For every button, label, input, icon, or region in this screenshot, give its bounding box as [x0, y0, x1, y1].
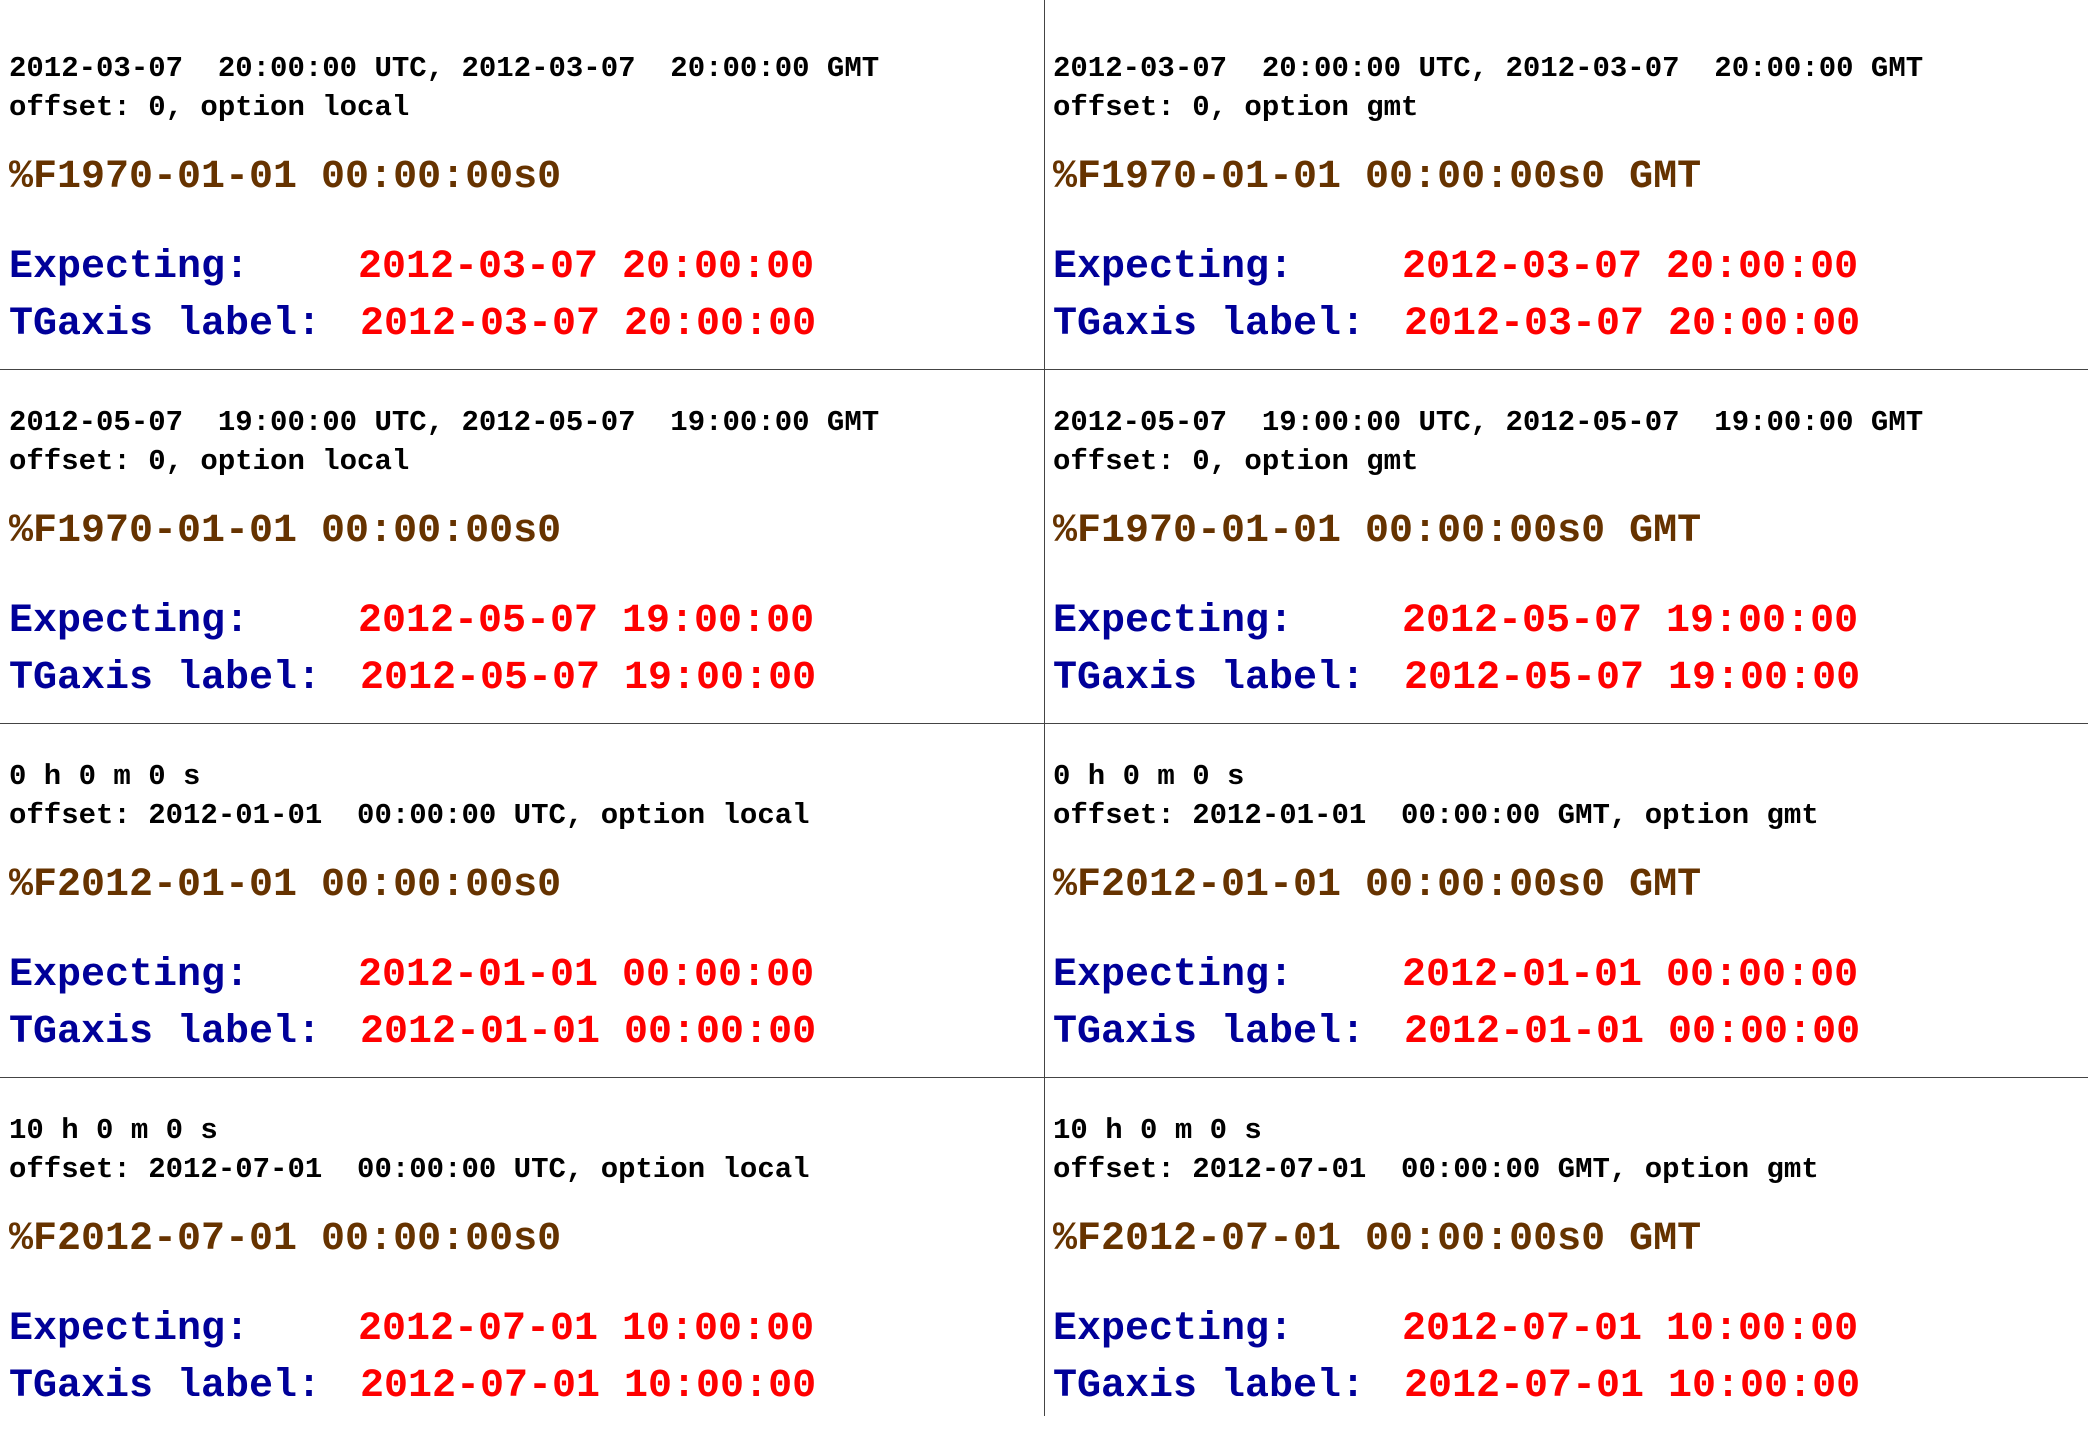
tgaxis-value: 2012-07-01 10:00:00 — [360, 1364, 817, 1409]
offset-line: offset: 0, option gmt — [1053, 445, 1419, 478]
format-string: %F1970-01-01 00:00:00s0 — [9, 509, 562, 554]
tgaxis-label: TGaxis label: — [9, 1010, 322, 1055]
horizontal-divider — [0, 369, 2088, 370]
offset-line: offset: 2012-07-01 00:00:00 GMT, option … — [1053, 1153, 1819, 1186]
time-line: 2012-05-07 19:00:00 UTC, 2012-05-07 19:0… — [1053, 406, 1924, 439]
tgaxis-row: TGaxis label: 2012-01-01 00:00:00 — [9, 1010, 816, 1055]
format-string: %F2012-01-01 00:00:00s0 — [9, 863, 562, 908]
format-string: %F1970-01-01 00:00:00s0 GMT — [1053, 509, 1702, 554]
offset-line: offset: 0, option gmt — [1053, 91, 1419, 124]
expecting-value: 2012-01-01 00:00:00 — [358, 953, 815, 998]
tgaxis-label: TGaxis label: — [1053, 656, 1366, 701]
expecting-label: Expecting: — [9, 953, 250, 998]
expecting-row: Expecting: 2012-01-01 00:00:00 — [9, 953, 814, 998]
expecting-label: Expecting: — [1053, 953, 1294, 998]
pad-cell-3: 2012-05-07 19:00:00 UTC, 2012-05-07 19:0… — [0, 369, 1044, 723]
expecting-row: Expecting: 2012-03-07 20:00:00 — [1053, 245, 1858, 290]
expecting-row: Expecting: 2012-07-01 10:00:00 — [1053, 1307, 1858, 1352]
tgaxis-value: 2012-01-01 00:00:00 — [1404, 1010, 1861, 1055]
expecting-value: 2012-05-07 19:00:00 — [358, 599, 815, 644]
time-line: 2012-03-07 20:00:00 UTC, 2012-03-07 20:0… — [1053, 52, 1924, 85]
pad-cell-7: 10 h 0 m 0 s offset: 2012-07-01 00:00:00… — [0, 1077, 1044, 1431]
tgaxis-row: TGaxis label: 2012-03-07 20:00:00 — [9, 302, 816, 347]
tgaxis-value: 2012-03-07 20:00:00 — [1404, 302, 1861, 347]
time-line: 2012-05-07 19:00:00 UTC, 2012-05-07 19:0… — [9, 406, 880, 439]
expecting-row: Expecting: 2012-07-01 10:00:00 — [9, 1307, 814, 1352]
pad-cell-8: 10 h 0 m 0 s offset: 2012-07-01 00:00:00… — [1044, 1077, 2088, 1431]
pad-cell-1: 2012-03-07 20:00:00 UTC, 2012-03-07 20:0… — [0, 15, 1044, 369]
time-line: 10 h 0 m 0 s — [9, 1114, 218, 1147]
tgaxis-row: TGaxis label: 2012-05-07 19:00:00 — [9, 656, 816, 701]
expecting-row: Expecting: 2012-03-07 20:00:00 — [9, 245, 814, 290]
pad-cell-5: 0 h 0 m 0 s offset: 2012-01-01 00:00:00 … — [0, 723, 1044, 1077]
tgaxis-value: 2012-05-07 19:00:00 — [1404, 656, 1861, 701]
format-string: %F2012-01-01 00:00:00s0 GMT — [1053, 863, 1702, 908]
tgaxis-row: TGaxis label: 2012-07-01 10:00:00 — [1053, 1364, 1860, 1409]
tgaxis-row: TGaxis label: 2012-05-07 19:00:00 — [1053, 656, 1860, 701]
tgaxis-row: TGaxis label: 2012-07-01 10:00:00 — [9, 1364, 816, 1409]
pad-cell-4: 2012-05-07 19:00:00 UTC, 2012-05-07 19:0… — [1044, 369, 2088, 723]
tgaxis-label: TGaxis label: — [1053, 1364, 1366, 1409]
tgaxis-label: TGaxis label: — [1053, 1010, 1366, 1055]
time-line: 2012-03-07 20:00:00 UTC, 2012-03-07 20:0… — [9, 52, 880, 85]
expecting-value: 2012-05-07 19:00:00 — [1402, 599, 1859, 644]
offset-line: offset: 0, option local — [9, 445, 410, 478]
pad-cell-6: 0 h 0 m 0 s offset: 2012-01-01 00:00:00 … — [1044, 723, 2088, 1077]
pad-cell-2: 2012-03-07 20:00:00 UTC, 2012-03-07 20:0… — [1044, 15, 2088, 369]
time-line: 10 h 0 m 0 s — [1053, 1114, 1262, 1147]
horizontal-divider — [0, 723, 2088, 724]
expecting-label: Expecting: — [9, 245, 250, 290]
tgaxis-label: TGaxis label: — [9, 656, 322, 701]
tgaxis-label: TGaxis label: — [9, 302, 322, 347]
expecting-value: 2012-07-01 10:00:00 — [358, 1307, 815, 1352]
expecting-value: 2012-07-01 10:00:00 — [1402, 1307, 1859, 1352]
expecting-label: Expecting: — [1053, 599, 1294, 644]
tgaxis-value: 2012-07-01 10:00:00 — [1404, 1364, 1861, 1409]
expecting-label: Expecting: — [9, 1307, 250, 1352]
offset-line: offset: 2012-07-01 00:00:00 UTC, option … — [9, 1153, 810, 1186]
tgaxis-label: TGaxis label: — [1053, 302, 1366, 347]
expecting-label: Expecting: — [1053, 1307, 1294, 1352]
tgaxis-value: 2012-03-07 20:00:00 — [360, 302, 817, 347]
offset-line: offset: 0, option local — [9, 91, 410, 124]
vertical-divider — [1044, 0, 1045, 1416]
expecting-label: Expecting: — [9, 599, 250, 644]
expecting-row: Expecting: 2012-01-01 00:00:00 — [1053, 953, 1858, 998]
format-string: %F1970-01-01 00:00:00s0 — [9, 155, 562, 200]
expecting-row: Expecting: 2012-05-07 19:00:00 — [1053, 599, 1858, 644]
expecting-row: Expecting: 2012-05-07 19:00:00 — [9, 599, 814, 644]
tgaxis-row: TGaxis label: 2012-03-07 20:00:00 — [1053, 302, 1860, 347]
time-line: 0 h 0 m 0 s — [1053, 760, 1245, 793]
expecting-value: 2012-01-01 00:00:00 — [1402, 953, 1859, 998]
tgaxis-value: 2012-01-01 00:00:00 — [360, 1010, 817, 1055]
expecting-value: 2012-03-07 20:00:00 — [1402, 245, 1859, 290]
offset-line: offset: 2012-01-01 00:00:00 UTC, option … — [9, 799, 810, 832]
format-string: %F2012-07-01 00:00:00s0 GMT — [1053, 1217, 1702, 1262]
expecting-label: Expecting: — [1053, 245, 1294, 290]
offset-line: offset: 2012-01-01 00:00:00 GMT, option … — [1053, 799, 1819, 832]
tgaxis-row: TGaxis label: 2012-01-01 00:00:00 — [1053, 1010, 1860, 1055]
tgaxis-label: TGaxis label: — [9, 1364, 322, 1409]
time-line: 0 h 0 m 0 s — [9, 760, 201, 793]
format-string: %F1970-01-01 00:00:00s0 GMT — [1053, 155, 1702, 200]
expecting-value: 2012-03-07 20:00:00 — [358, 245, 815, 290]
tgaxis-value: 2012-05-07 19:00:00 — [360, 656, 817, 701]
horizontal-divider — [0, 1077, 2088, 1078]
format-string: %F2012-07-01 00:00:00s0 — [9, 1217, 562, 1262]
